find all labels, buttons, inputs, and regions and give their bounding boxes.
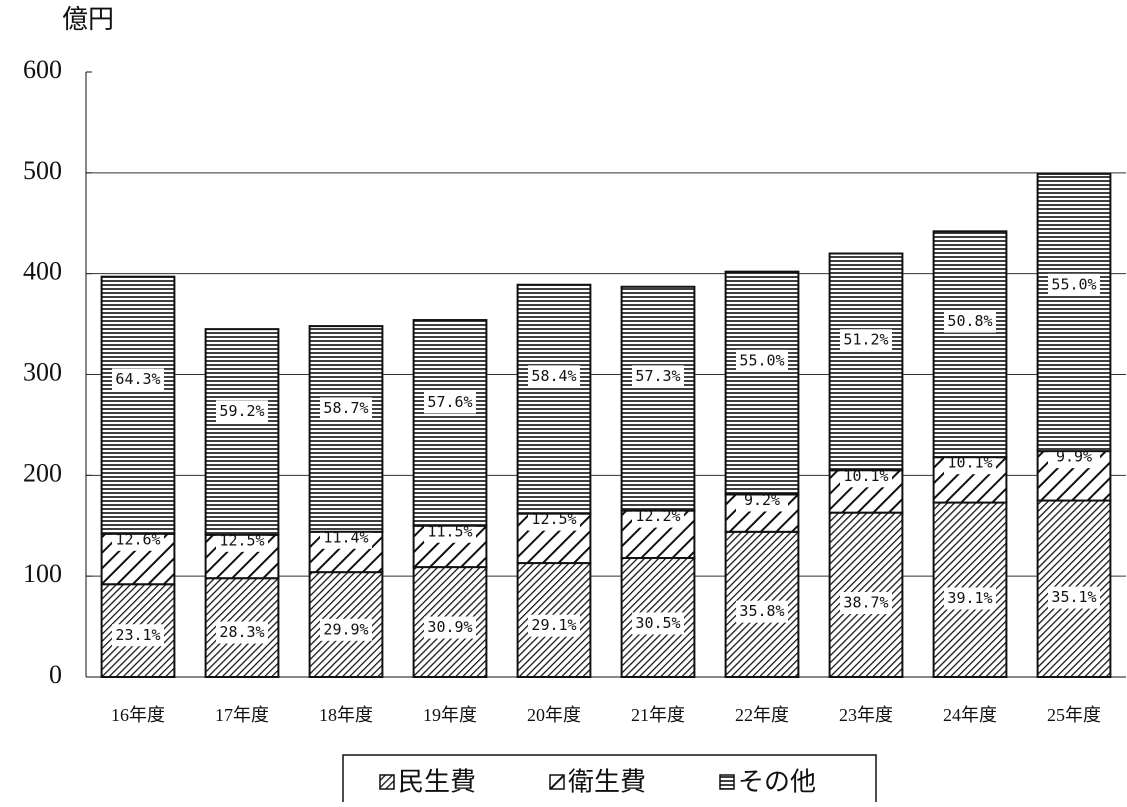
share-label: 57.3% [635, 367, 680, 385]
x-tick-label: 21年度 [631, 705, 685, 725]
label-bg [216, 400, 268, 423]
x-tick-label: 25年度 [1047, 705, 1101, 725]
share-label: 58.4% [531, 367, 576, 385]
share-label: 9.2% [744, 491, 780, 509]
share-label: 50.8% [947, 312, 992, 330]
x-tick-label: 19年度 [423, 705, 477, 725]
label-bg [1048, 273, 1100, 296]
bar-segment [204, 328, 280, 536]
y-axis-label: 億円 [62, 5, 114, 34]
label-bg [944, 310, 996, 333]
bar-segment [620, 285, 696, 512]
y-tick-label: 0 [49, 660, 62, 689]
legend-label: 民生費 [398, 768, 476, 798]
x-tick-label: 24年度 [943, 705, 997, 725]
share-label: 12.5% [219, 531, 264, 549]
legend-label: 衛生費 [568, 768, 646, 798]
x-tick-label: 16年度 [111, 705, 165, 725]
label-bg [528, 614, 580, 637]
label-bg [1048, 586, 1100, 609]
share-label: 30.9% [427, 618, 472, 636]
label-bg [736, 600, 788, 623]
share-label: 57.6% [427, 393, 472, 411]
share-label: 55.0% [1051, 275, 1096, 293]
share-label: 35.8% [739, 602, 784, 620]
bar-segment [828, 252, 904, 472]
y-tick-label: 200 [23, 458, 62, 487]
label-bg [320, 397, 372, 420]
x-tick-label: 18年度 [319, 705, 373, 725]
y-tick-label: 500 [23, 156, 62, 185]
share-label: 12.5% [531, 510, 576, 528]
share-label: 11.5% [427, 522, 472, 540]
y-tick-label: 300 [23, 357, 62, 386]
x-tick-label: 20年度 [527, 705, 581, 725]
share-label: 29.1% [531, 616, 576, 634]
share-label: 64.3% [115, 370, 160, 388]
label-bg [736, 349, 788, 372]
share-label: 28.3% [219, 623, 264, 641]
x-tick-label: 17年度 [215, 705, 269, 725]
bar-segment [932, 230, 1008, 459]
share-label: 59.2% [219, 402, 264, 420]
share-label: 55.0% [739, 351, 784, 369]
legend-swatch [549, 774, 565, 790]
bar-segment [724, 270, 800, 496]
y-tick-label: 600 [23, 55, 62, 84]
legend-box [342, 754, 877, 807]
share-label: 30.5% [635, 614, 680, 632]
share-label: 58.7% [323, 399, 368, 417]
x-tick-label: 23年度 [839, 705, 893, 725]
label-bg [528, 365, 580, 388]
bar-segment [1036, 172, 1112, 453]
label-bg [320, 618, 372, 641]
label-bg [112, 624, 164, 647]
share-label: 23.1% [115, 626, 160, 644]
bar-segment [308, 325, 384, 533]
label-bg [112, 368, 164, 391]
share-label: 9.9% [1056, 448, 1092, 466]
label-bg [840, 592, 892, 615]
share-label: 35.1% [1051, 588, 1096, 606]
legend-swatch [379, 774, 395, 790]
label-bg [424, 391, 476, 414]
share-label: 38.7% [843, 594, 888, 612]
share-label: 39.1% [947, 589, 992, 607]
label-bg [944, 587, 996, 610]
y-tick-label: 400 [23, 257, 62, 286]
label-bg [840, 329, 892, 352]
bar-segment [100, 275, 176, 535]
share-label: 29.9% [323, 620, 368, 638]
bar-segment [516, 283, 592, 515]
x-tick-label: 22年度 [735, 705, 789, 725]
label-bg [424, 616, 476, 639]
legend-label: その他 [738, 768, 816, 798]
label-bg [632, 365, 684, 388]
label-bg [216, 621, 268, 644]
share-label: 51.2% [843, 331, 888, 349]
bar-segment [412, 319, 488, 527]
legend-swatch [719, 774, 735, 790]
y-tick-label: 100 [23, 559, 62, 588]
label-bg [632, 612, 684, 635]
